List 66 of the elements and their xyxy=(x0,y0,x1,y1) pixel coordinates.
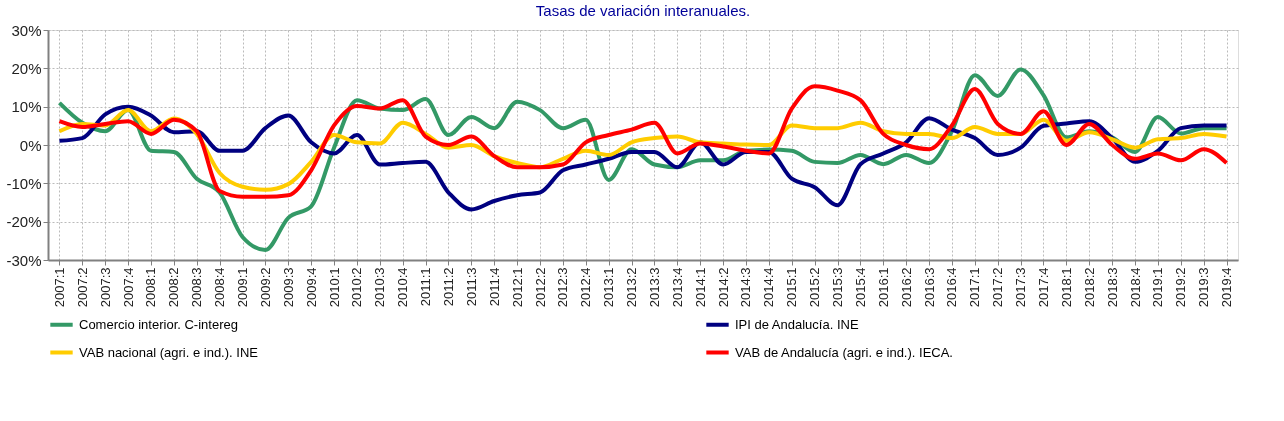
x-tick-label: 2008:4 xyxy=(212,267,228,308)
y-tick-label: -30% xyxy=(6,251,42,269)
x-tick-label: 2009:1 xyxy=(235,267,251,308)
x-tick-label: 2017:1 xyxy=(967,267,983,308)
y-tick-label: 10% xyxy=(11,98,42,116)
x-tick-label: 2018:2 xyxy=(1081,267,1097,308)
x-tick-label: 2009:4 xyxy=(303,267,319,308)
chart-title: Tasas de variación interanuales. xyxy=(535,2,751,19)
legend-label: Comercio interior. C-intereg xyxy=(79,316,238,332)
x-tick-label: 2016:2 xyxy=(898,267,914,308)
x-tick-label: 2019:2 xyxy=(1173,267,1189,308)
x-tick-label: 2011:3 xyxy=(463,267,479,307)
x-tick-label: 2009:2 xyxy=(257,267,273,308)
legend-label: VAB de Andalucía (agri. e ind.). IECA. xyxy=(735,344,953,360)
x-tick-label: 2009:3 xyxy=(280,267,296,308)
x-tick-label: 2015:3 xyxy=(830,267,846,308)
x-tick-label: 2018:4 xyxy=(1127,267,1143,308)
y-tick-label: 0% xyxy=(19,136,42,154)
x-tick-label: 2011:1 xyxy=(418,267,434,307)
line-series xyxy=(57,84,1229,199)
x-tick-label: 2015:1 xyxy=(784,267,800,308)
y-tick-label: -20% xyxy=(6,213,42,231)
y-tick-label: -10% xyxy=(6,174,42,192)
x-tick-label: 2016:3 xyxy=(921,267,937,308)
x-tick-label: 2013:2 xyxy=(624,267,640,308)
x-tick-label: 2018:3 xyxy=(1104,267,1120,308)
x-tick-label: 2007:1 xyxy=(51,267,67,308)
x-tick-label: 2012:2 xyxy=(532,267,548,308)
legend-label: VAB nacional (agri. e ind.). INE xyxy=(79,344,259,360)
line-series xyxy=(57,104,1229,212)
x-tick-label: 2008:2 xyxy=(166,267,182,308)
x-tick-label: 2010:2 xyxy=(349,267,365,308)
y-tick-label: 30% xyxy=(11,21,42,39)
x-tick-label: 2007:3 xyxy=(97,267,113,308)
x-tick-label: 2014:1 xyxy=(692,267,708,308)
x-tick-label: 2017:4 xyxy=(1035,267,1051,308)
x-tick-label: 2019:1 xyxy=(1150,267,1166,308)
x-tick-label: 2017:2 xyxy=(990,267,1006,308)
x-tick-label: 2018:1 xyxy=(1058,267,1074,308)
x-tick-label: 2017:3 xyxy=(1013,267,1029,308)
x-tick-label: 2010:3 xyxy=(372,267,388,308)
x-tick-label: 2016:1 xyxy=(875,267,891,308)
x-tick-label: 2012:4 xyxy=(578,267,594,308)
x-tick-label: 2007:2 xyxy=(74,267,90,308)
x-tick-label: 2014:2 xyxy=(715,267,731,308)
x-tick-label: 2013:1 xyxy=(601,267,617,308)
x-tick-label: 2011:2 xyxy=(440,267,456,307)
x-tick-label: 2015:4 xyxy=(852,267,868,308)
x-tick-label: 2013:4 xyxy=(669,267,685,308)
x-tick-label: 2008:3 xyxy=(189,267,205,308)
x-tick-label: 2007:4 xyxy=(120,267,136,308)
x-tick-label: 2010:4 xyxy=(395,267,411,308)
x-tick-label: 2019:4 xyxy=(1219,267,1235,308)
x-tick-label: 2012:3 xyxy=(555,267,571,308)
x-tick-label: 2015:2 xyxy=(807,267,823,308)
x-tick-label: 2016:4 xyxy=(944,267,960,308)
x-tick-label: 2014:3 xyxy=(738,267,754,308)
legend-label: IPI de Andalucía. INE xyxy=(735,316,859,332)
x-tick-label: 2014:4 xyxy=(761,267,777,308)
x-tick-label: 2010:1 xyxy=(326,267,342,308)
x-tick-label: 2013:3 xyxy=(646,267,662,308)
x-tick-label: 2011:4 xyxy=(486,267,502,307)
y-tick-label: 20% xyxy=(11,59,42,77)
x-tick-label: 2019:3 xyxy=(1196,267,1212,308)
x-tick-label: 2012:1 xyxy=(509,267,525,308)
x-tick-label: 2008:1 xyxy=(143,267,159,308)
